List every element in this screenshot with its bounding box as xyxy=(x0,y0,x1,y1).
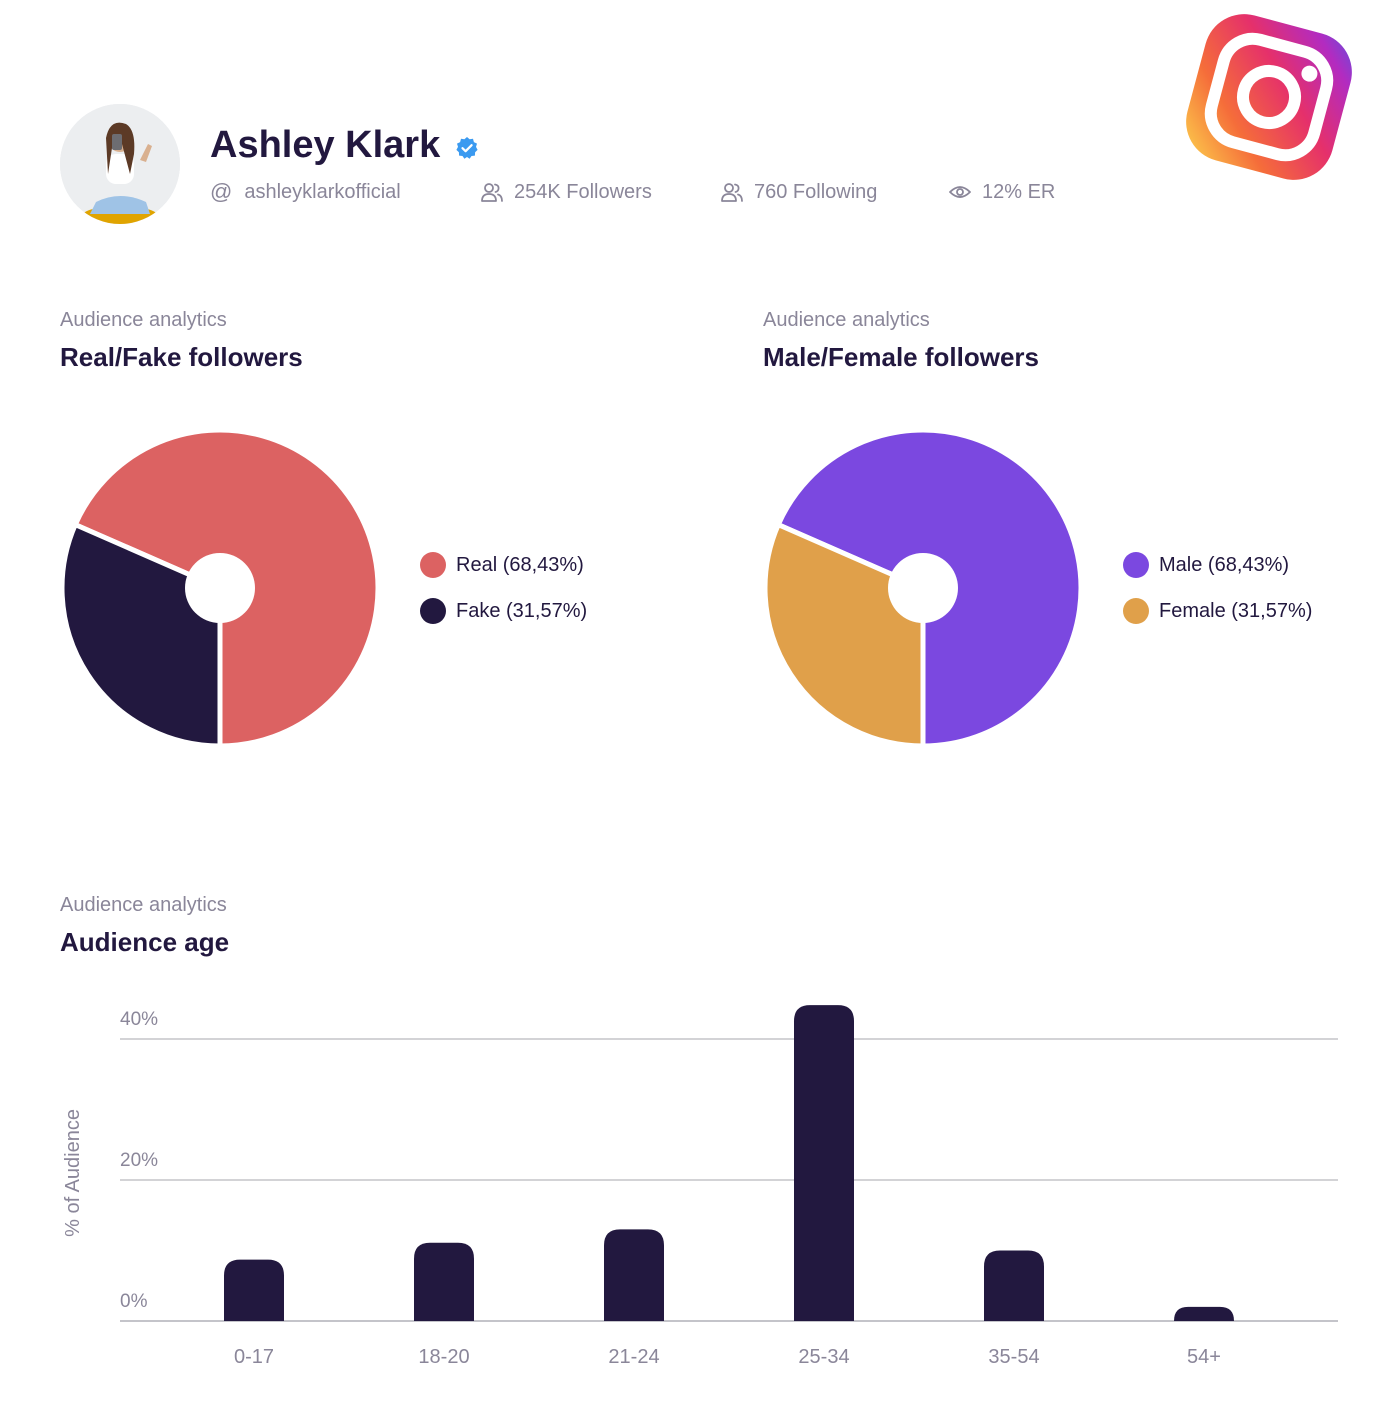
bar-21-24 xyxy=(604,1229,664,1321)
pie-slice-2 xyxy=(59,522,223,749)
legend-female: Female (31,57%) xyxy=(1123,598,1312,624)
legend-female-label: Female (31,57%) xyxy=(1159,599,1313,622)
legend-real: Real (68,43%) xyxy=(420,552,587,578)
engagement-stat: 12% ER xyxy=(948,178,1055,206)
age-title: Audience age xyxy=(60,927,230,957)
real-fake-pie xyxy=(59,427,381,749)
followers-text: 254K Followers xyxy=(514,180,652,203)
age-bar-chart: 0% 20% 40% % of Audience 0-17 18-20 21-24 25-34… xyxy=(62,1005,1338,1368)
legend-real-label: Real (68,43%) xyxy=(456,553,584,576)
legend-fake-swatch xyxy=(420,598,446,624)
bar-25-34 xyxy=(794,1005,854,1321)
x-tick-label: 0-17 xyxy=(234,1346,274,1368)
legend-female-swatch xyxy=(1123,598,1149,624)
users-icon xyxy=(481,183,503,202)
following-stat: 760 Following xyxy=(720,178,877,206)
profile-name: Ashley Klark xyxy=(210,124,441,166)
real-fake-kicker: Audience analytics xyxy=(60,309,227,331)
followers-stat: 254K Followers xyxy=(480,178,652,206)
avatar-photo xyxy=(60,104,180,224)
legend-fake: Fake (31,57%) xyxy=(420,598,587,624)
y-axis-label: % of Audience xyxy=(62,1109,84,1237)
x-tick-label: 21-24 xyxy=(608,1346,659,1368)
x-tick-label: 25-34 xyxy=(798,1346,849,1368)
bar-18-20 xyxy=(414,1242,474,1321)
handle-text: ashleyklarkofficial xyxy=(244,180,401,203)
at-sign-icon: @ xyxy=(210,179,233,204)
instagram-logo-icon xyxy=(1186,14,1352,180)
legend-real-swatch xyxy=(420,552,446,578)
y-tick-label: 40% xyxy=(120,1009,158,1030)
pie-slice-2 xyxy=(762,522,926,749)
real-fake-legend: Real (68,43%) Fake (31,57%) xyxy=(420,552,587,624)
x-tick-label: 18-20 xyxy=(418,1346,469,1368)
bar-0-17 xyxy=(224,1259,284,1321)
gender-legend: Male (68,43%) Female (31,57%) xyxy=(1123,552,1312,624)
eye-icon xyxy=(949,186,971,198)
gender-kicker: Audience analytics xyxy=(763,309,930,331)
x-tick-label: 35-54 xyxy=(988,1346,1039,1368)
bar-54+ xyxy=(1174,1306,1234,1321)
legend-male: Male (68,43%) xyxy=(1123,552,1312,578)
handle-stat: @ ashleyklarkofficial xyxy=(210,178,401,206)
pie-center-hole xyxy=(185,553,255,623)
pie-center-hole xyxy=(888,553,958,623)
y-tick-label: 20% xyxy=(120,1150,158,1171)
legend-fake-label: Fake (31,57%) xyxy=(456,599,588,622)
age-kicker: Audience analytics xyxy=(60,894,227,916)
following-text: 760 Following xyxy=(754,180,878,203)
y-tick-label: 0% xyxy=(120,1291,148,1312)
gender-title: Male/Female followers xyxy=(763,342,1039,372)
real-fake-title: Real/Fake followers xyxy=(60,342,303,372)
x-tick-label: 54+ xyxy=(1187,1346,1221,1368)
legend-male-label: Male (68,43%) xyxy=(1159,553,1290,576)
verified-badge-icon xyxy=(456,137,478,159)
engagement-text: 12% ER xyxy=(982,180,1056,203)
avatar xyxy=(60,104,180,224)
legend-male-swatch xyxy=(1123,552,1149,578)
gender-pie xyxy=(762,427,1084,749)
users-icon xyxy=(721,183,743,202)
bar-35-54 xyxy=(984,1250,1044,1321)
